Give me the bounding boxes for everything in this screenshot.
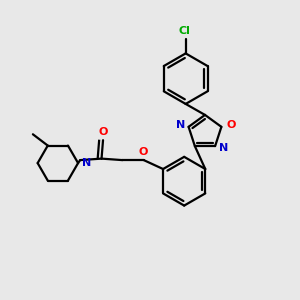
Text: Cl: Cl	[178, 26, 190, 36]
Text: N: N	[82, 158, 91, 168]
Text: O: O	[98, 127, 108, 136]
Text: N: N	[219, 142, 228, 153]
Text: O: O	[138, 147, 148, 157]
Text: N: N	[176, 120, 185, 130]
Text: O: O	[226, 120, 236, 130]
